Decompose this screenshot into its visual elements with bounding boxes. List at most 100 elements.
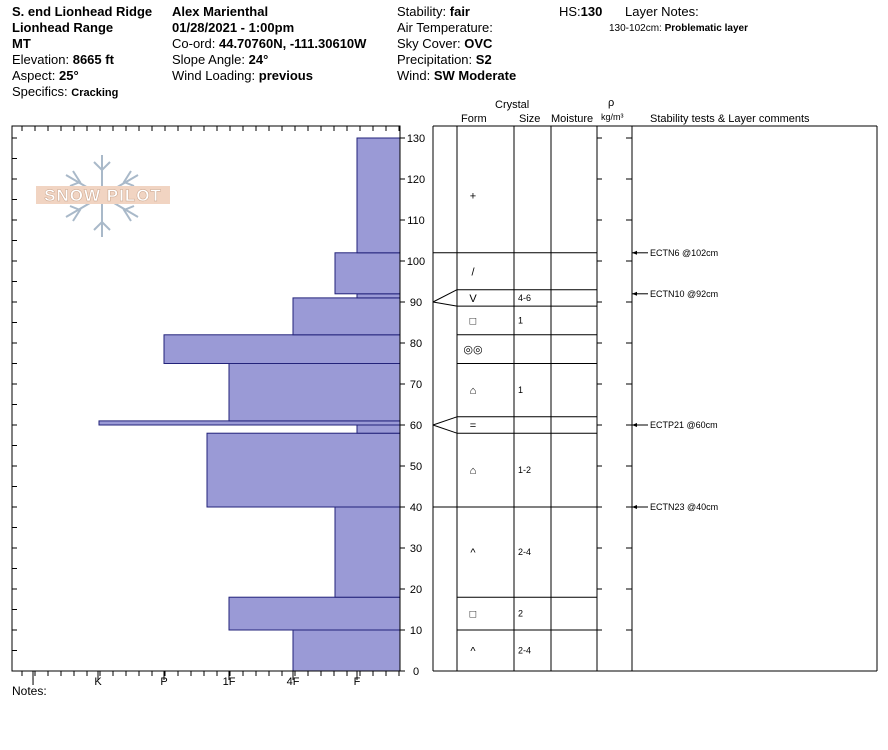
hardness-tick-label: 1F: [223, 676, 236, 688]
hardness-bar: [356, 424, 401, 434]
wind-loading-field: Wind Loading: previous: [172, 68, 313, 83]
moisture-heading: Moisture: [551, 113, 594, 125]
grain-form: □: [470, 315, 477, 327]
grain-form: □: [470, 609, 477, 621]
grain-size: 1: [518, 385, 523, 395]
depth-tick-label: 50: [410, 461, 422, 473]
specifics-value: Cracking: [71, 87, 119, 99]
wind-value: SW Moderate: [433, 68, 517, 83]
layer-notes-label: Layer Notes:: [625, 4, 699, 19]
grain-size: 2-4: [518, 646, 531, 656]
hardness-tick-label: 4F: [287, 676, 300, 688]
elevation-label: Elevation:: [12, 52, 70, 67]
grain-form: ◎◎: [463, 344, 482, 356]
hardness-bar: [98, 420, 401, 426]
depth-tick-label: 20: [410, 584, 422, 596]
logo-text: SNOW PILOT: [44, 186, 162, 205]
depth-tick-label: 60: [410, 420, 422, 432]
hardness-bar: [292, 297, 401, 336]
range-name: Lionhead Range: [12, 20, 114, 35]
depth-tick-label: 70: [410, 379, 422, 391]
form-heading: Form: [461, 113, 487, 125]
layer-connector: [432, 289, 458, 307]
air-temp-label: Air Temperature:: [397, 20, 493, 35]
test-arrow-icon: [632, 505, 637, 509]
depth-tick-label: 80: [410, 338, 422, 350]
coord-field: Co-ord: 44.70760N, -111.30610W: [172, 36, 366, 51]
stability-test-label: ECTN6 @102cm: [650, 248, 718, 258]
grain-form: +: [470, 190, 476, 202]
hardness-bar: [163, 334, 401, 364]
stability-test-label: ECTP21 @60cm: [650, 420, 718, 430]
grain-form: ⌂: [470, 385, 477, 397]
grain-form: ⌂: [470, 465, 477, 477]
plot-frame: [11, 125, 401, 672]
rho-heading: ρ: [608, 97, 615, 109]
stability-test-label: ECTN10 @92cm: [650, 289, 718, 299]
coord-label: Co-ord:: [172, 36, 216, 51]
depth-tick-label: 100: [407, 256, 425, 268]
grain-size: 4-6: [518, 293, 531, 303]
grain-size: 2: [518, 609, 523, 619]
grain-form: =: [470, 420, 476, 432]
layer-notes-entry: 130-102cm: Problematic layer: [609, 21, 748, 36]
hs-value: 130: [580, 4, 603, 19]
grain-form: ^: [470, 646, 476, 658]
stability-field: Stability: fair: [397, 4, 470, 19]
slope-field: Slope Angle: 24°: [172, 52, 268, 67]
elevation-field: Elevation: 8665 ft: [12, 52, 114, 67]
depth-tick-label: 30: [410, 543, 422, 555]
hs-field: HS:130: [559, 4, 602, 19]
snowpilot-logo: SNOW PILOT: [36, 155, 170, 237]
crystal-heading: Crystal: [495, 99, 530, 111]
logo-band: [36, 186, 170, 204]
hs-label: HS:: [559, 4, 581, 19]
sky-value: OVC: [464, 36, 493, 51]
coord-value: 44.70760N, -111.30610W: [218, 36, 367, 51]
specifics-label: Specifics:: [12, 84, 68, 99]
precip-label: Precipitation:: [397, 52, 473, 67]
state-name: MT: [12, 36, 31, 51]
density-unit-heading: kg/m³: [601, 112, 624, 122]
hardness-bar: [356, 293, 401, 299]
stability-label: Stability:: [397, 4, 447, 19]
depth-tick-label: 0: [413, 666, 419, 678]
hardness-bar: [292, 629, 401, 672]
layer-connector: [432, 416, 458, 434]
wind-field: Wind: SW Moderate: [397, 68, 516, 83]
test-arrow-icon: [632, 250, 637, 255]
layer-notes-text: Problematic layer: [664, 23, 748, 34]
depth-tick-label: 90: [410, 297, 422, 309]
depth-tick-label: 40: [410, 502, 422, 514]
wind-loading-label: Wind Loading:: [172, 68, 256, 83]
grain-size: 2-4: [518, 547, 531, 557]
stability-value: fair: [449, 4, 470, 19]
depth-tick-label: 10: [410, 625, 422, 637]
hardness-bar: [206, 432, 401, 508]
slope-label: Slope Angle:: [172, 52, 246, 67]
depth-tick-label: 110: [407, 215, 425, 227]
stability-test-label: ECTN23 @40cm: [650, 502, 718, 512]
elevation-value: 8665 ft: [72, 52, 114, 67]
hardness-bar: [334, 252, 401, 295]
grain-form: V: [469, 293, 477, 305]
hardness-bar: [356, 137, 401, 254]
depth-tick-label: 130: [407, 133, 425, 145]
grain-size: 1: [518, 315, 523, 325]
hardness-bar: [228, 596, 401, 631]
precip-value: S2: [475, 52, 492, 67]
grain-size: 1-2: [518, 465, 531, 475]
observer-name: Alex Marienthal: [172, 4, 269, 19]
wind-loading-value: previous: [258, 68, 313, 83]
hardness-bar: [228, 363, 401, 422]
wind-label: Wind:: [397, 68, 431, 83]
slope-value: 24°: [248, 52, 269, 67]
depth-tick-label: 120: [407, 174, 425, 186]
layer-notes-range: 130-102cm:: [609, 23, 662, 34]
aspect-field: Aspect: 25°: [12, 68, 79, 83]
comments-heading: Stability tests & Layer comments: [650, 113, 810, 125]
hardness-tick-label: I: [31, 676, 34, 688]
precip-field: Precipitation: S2: [397, 52, 492, 67]
test-arrow-icon: [632, 291, 637, 296]
